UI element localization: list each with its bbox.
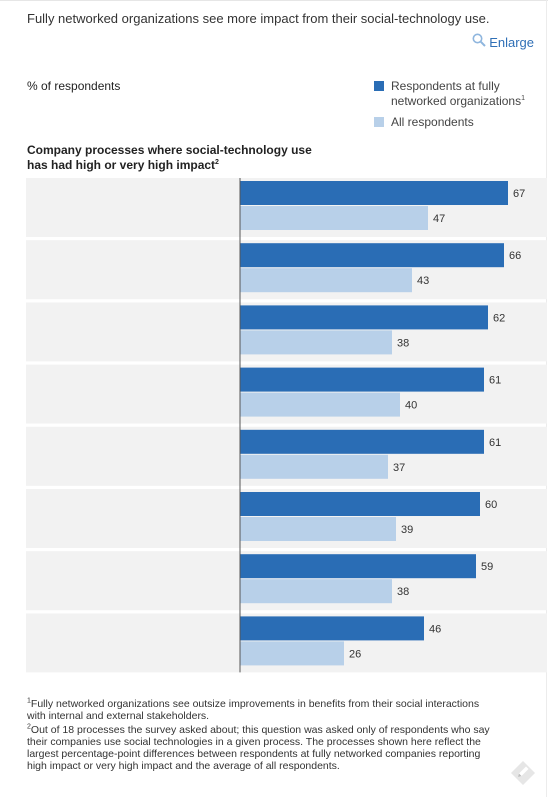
data-label: 43	[417, 275, 429, 287]
magnifier-icon	[472, 33, 486, 52]
bar-all-respondents	[240, 641, 344, 666]
legend-label: All respondents	[391, 115, 474, 129]
bar-all-respondents	[240, 268, 412, 293]
footnotes: 1Fully networked organizations see outsi…	[27, 698, 497, 774]
category-label: Developing marketing plans	[27, 262, 176, 277]
bar-fully-networked	[240, 181, 508, 205]
data-label: 62	[493, 312, 505, 324]
y-caption: % of respondents	[27, 79, 121, 93]
data-label: 39	[401, 524, 413, 536]
category-label: Public relations	[27, 200, 109, 214]
data-label: 46	[429, 623, 441, 635]
bar-fully-networked	[240, 305, 488, 330]
data-label: 59	[481, 561, 493, 573]
legend-swatch-dark	[374, 81, 384, 91]
bar-all-respondents	[240, 579, 392, 604]
enlarge-label: Enlarge	[489, 35, 534, 50]
footnote-1: 1Fully networked organizations see outsi…	[27, 697, 480, 723]
category-label: New-product development/R&D	[27, 573, 196, 588]
data-label: 47	[433, 213, 445, 225]
data-label: 67	[513, 188, 525, 200]
data-label: 26	[349, 648, 361, 660]
data-label: 61	[489, 375, 501, 387]
bar-fully-networked	[240, 554, 476, 579]
bar-all-respondents	[240, 206, 428, 230]
bar-fully-networked	[240, 492, 480, 516]
legend-swatch-light	[374, 117, 384, 127]
chart-heading: Company processes where social-technolog…	[27, 143, 312, 172]
data-label: 38	[397, 337, 409, 349]
category-label: After-sales services, including customer …	[27, 316, 186, 346]
legend-label: Respondents at fully networked organizat…	[391, 79, 525, 108]
data-label: 37	[393, 462, 405, 474]
category-label: Developing customer insights and competit…	[27, 379, 208, 409]
bar-fully-networked	[240, 429, 484, 454]
enlarge-button[interactable]: Enlarge	[472, 33, 534, 52]
footnote-2: 2Out of 18 processes the survey asked ab…	[27, 723, 490, 773]
data-label: 38	[397, 586, 409, 598]
data-label: 61	[489, 437, 501, 449]
data-label: 66	[509, 250, 521, 262]
category-label: Sales and sales-force management	[27, 511, 216, 525]
category-label: Customer relationship management	[27, 448, 218, 463]
legend-item-fully-networked: Respondents at fully networked organizat…	[374, 79, 525, 109]
pencil-icon[interactable]	[510, 760, 536, 791]
data-label: 40	[405, 400, 417, 412]
right-divider	[546, 0, 547, 797]
bar-all-respondents	[240, 392, 400, 417]
top-divider	[0, 0, 548, 1]
category-label: Demand planning	[27, 635, 122, 650]
bar-fully-networked	[240, 243, 504, 268]
bar-all-respondents	[240, 330, 392, 355]
chart-title: Fully networked organizations see more i…	[27, 11, 490, 26]
bar-all-respondents	[240, 517, 396, 541]
legend-item-all: All respondents	[374, 115, 474, 130]
bar-fully-networked	[240, 616, 424, 641]
bar-fully-networked	[240, 367, 484, 392]
bar-all-respondents	[240, 454, 388, 479]
data-label: 60	[485, 499, 497, 511]
